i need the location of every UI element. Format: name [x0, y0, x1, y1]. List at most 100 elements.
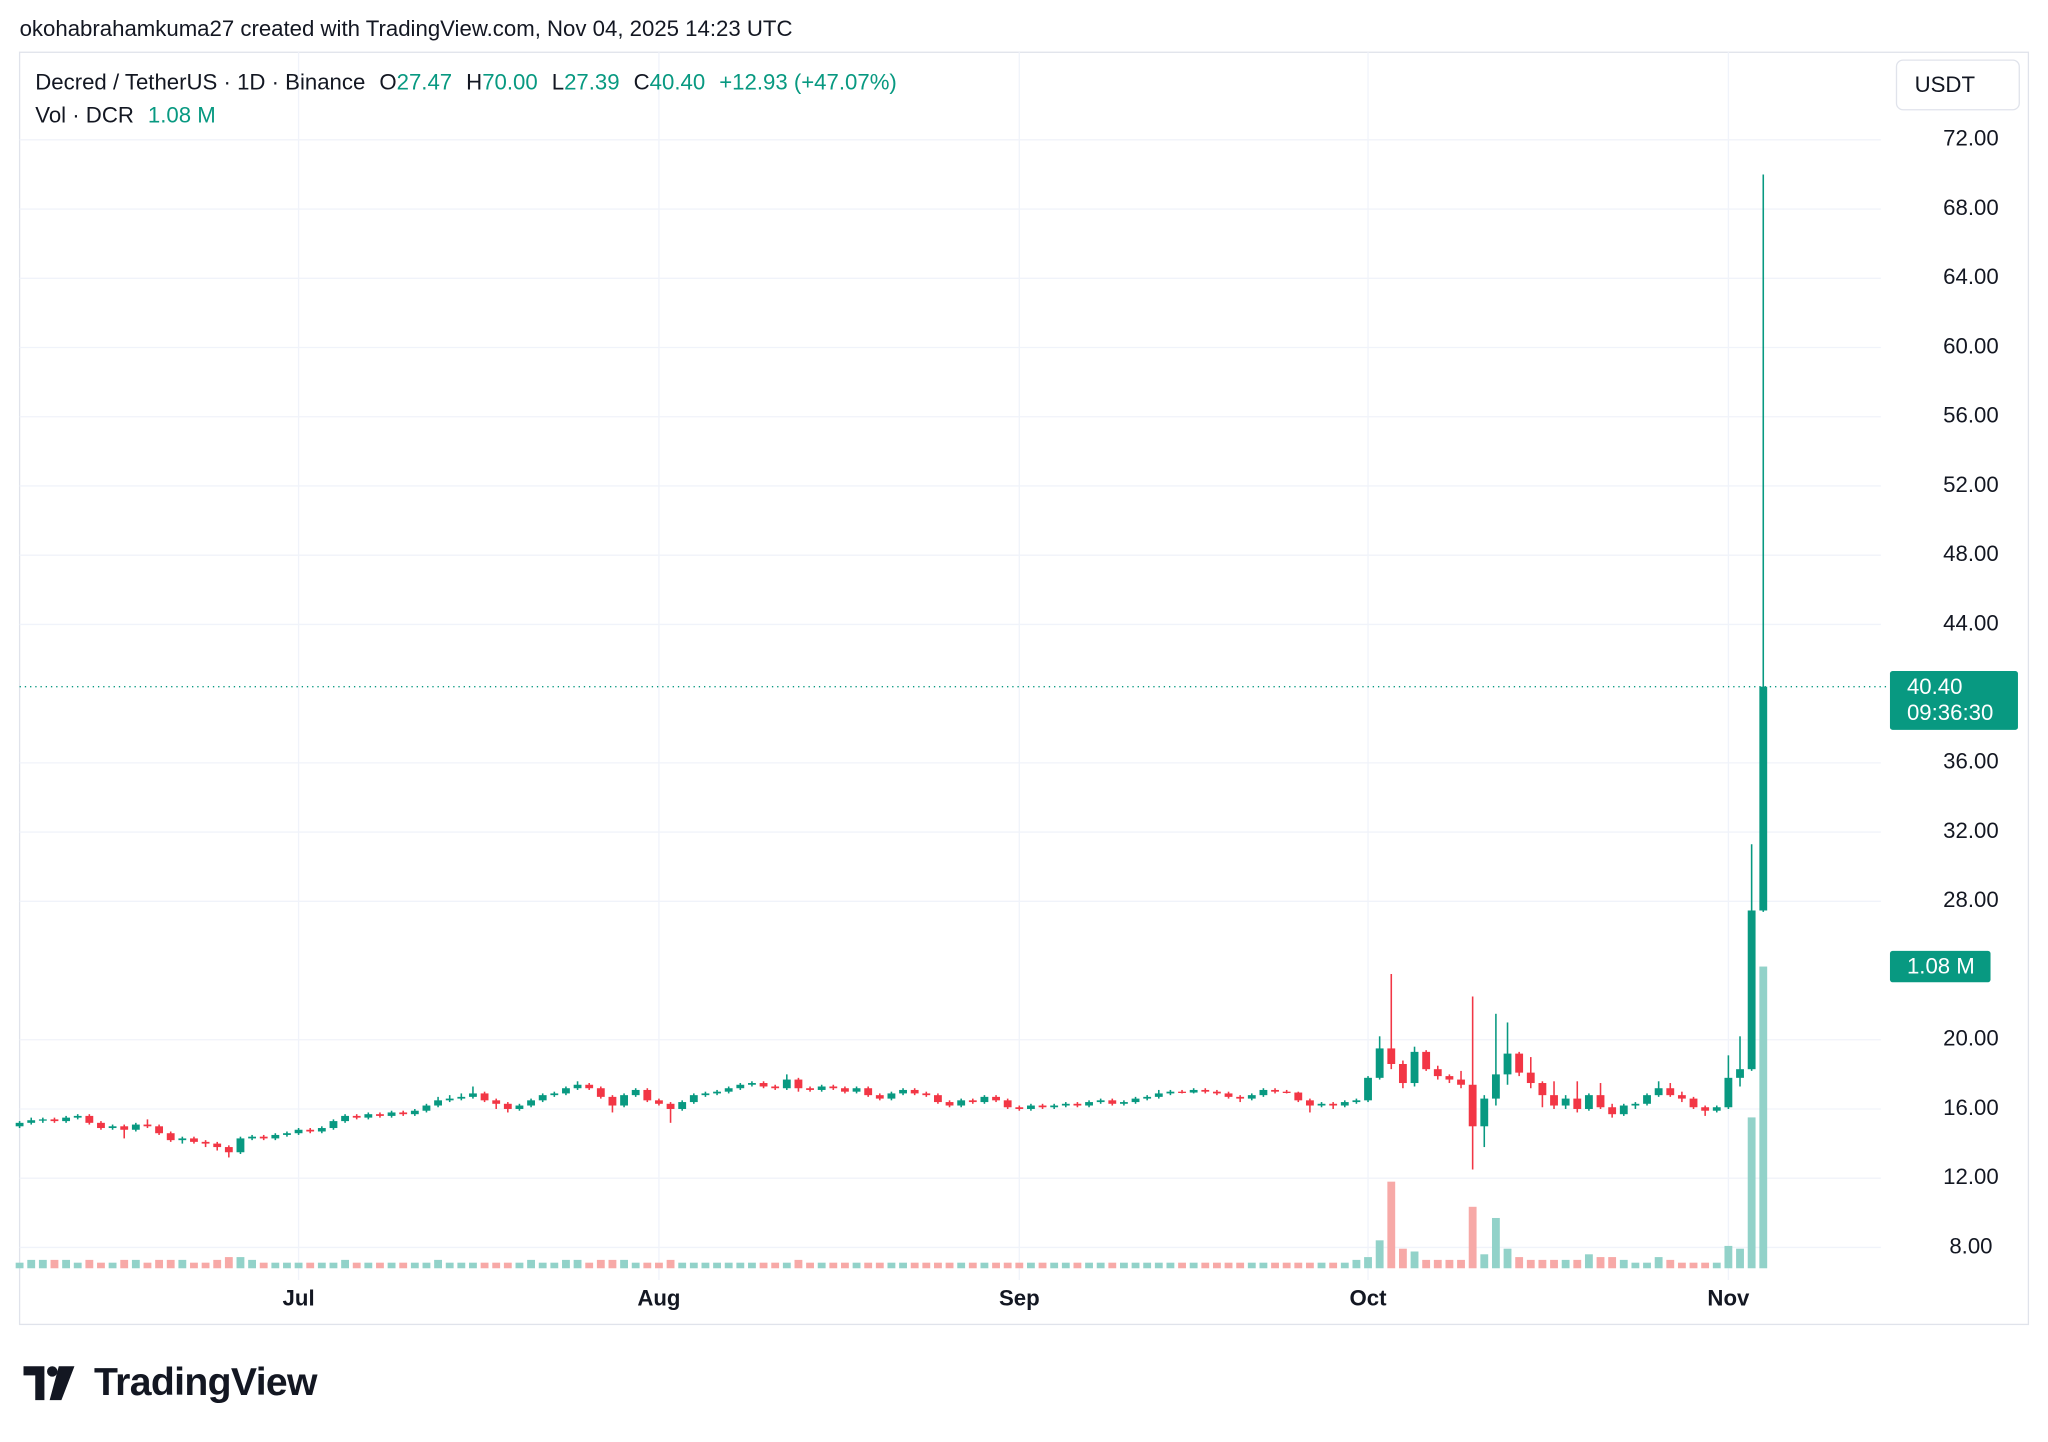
- volume-bar: [1468, 1206, 1477, 1269]
- candle-body: [306, 1129, 315, 1132]
- candle-body: [1154, 1093, 1163, 1097]
- volume-bar: [1317, 1262, 1326, 1269]
- volume-bar: [166, 1259, 175, 1269]
- candle-body: [271, 1134, 280, 1139]
- volume-bar: [538, 1262, 547, 1269]
- candle-body: [748, 1083, 756, 1085]
- ohlc-value: 27.47: [397, 69, 453, 94]
- y-tick-label: 28.00: [1943, 887, 1999, 912]
- y-tick-label: 68.00: [1943, 195, 1999, 220]
- volume-bar: [1457, 1259, 1465, 1269]
- candle-body: [1096, 1100, 1105, 1103]
- volume-bar: [259, 1262, 268, 1269]
- candle-body: [1120, 1102, 1128, 1104]
- volume-bar: [1712, 1262, 1721, 1269]
- volume-bar: [1480, 1254, 1489, 1269]
- volume-bar: [1701, 1262, 1710, 1269]
- candle-body: [329, 1121, 338, 1129]
- volume-bar: [794, 1259, 803, 1269]
- candle-body: [1201, 1089, 1210, 1092]
- candle-body: [1445, 1076, 1454, 1080]
- candle-body: [1561, 1098, 1570, 1106]
- volume-bar: [864, 1262, 873, 1269]
- candle-body: [399, 1112, 408, 1115]
- candle-body: [910, 1089, 919, 1094]
- y-tick-label: 72.00: [1943, 126, 1999, 151]
- volume-bar: [248, 1259, 256, 1269]
- currency-box[interactable]: [1895, 59, 2020, 111]
- volume-bar: [283, 1262, 291, 1269]
- candle-body: [759, 1083, 768, 1087]
- volume-bar: [1747, 1117, 1756, 1269]
- volume-bar: [178, 1259, 187, 1269]
- volume-bar: [1724, 1245, 1733, 1269]
- candle-body: [131, 1124, 140, 1130]
- candle-body: [410, 1110, 419, 1115]
- candle-body: [62, 1117, 71, 1122]
- volume-bar: [550, 1262, 559, 1269]
- volume-bar: [585, 1262, 594, 1269]
- volume-bar: [410, 1262, 419, 1269]
- candle-body: [666, 1103, 675, 1109]
- volume-bar: [1619, 1259, 1628, 1269]
- ohlc-key: L: [552, 69, 564, 94]
- candle-body: [1085, 1102, 1093, 1106]
- candle-body: [562, 1088, 570, 1094]
- volume-bar: [271, 1262, 280, 1269]
- candle-body: [97, 1122, 105, 1129]
- volume-bar: [434, 1259, 442, 1269]
- legend-line: Decred / TetherUS · 1D · Binance O27.47 …: [35, 69, 897, 94]
- chart-frame: [18, 51, 2030, 1326]
- candle-body: [50, 1119, 59, 1122]
- candle-body: [1596, 1095, 1605, 1108]
- volume-bar: [1759, 966, 1768, 1269]
- candle-body: [1340, 1102, 1349, 1106]
- volume-bar: [457, 1262, 466, 1269]
- candle-body: [794, 1079, 803, 1089]
- candle-body: [469, 1093, 477, 1097]
- candle-body: [364, 1114, 373, 1118]
- volume-bar: [1154, 1262, 1163, 1269]
- volume-bar: [143, 1262, 152, 1269]
- candle-body: [957, 1100, 966, 1106]
- volume-bar: [1212, 1262, 1221, 1269]
- volume-bar: [899, 1262, 907, 1269]
- candle-body: [829, 1086, 838, 1089]
- candle-body: [1410, 1051, 1419, 1084]
- candle-body: [1747, 910, 1756, 1070]
- candle-body: [422, 1105, 431, 1111]
- candle-body: [190, 1138, 198, 1142]
- volume-bar: [155, 1259, 164, 1269]
- volume-bar: [1410, 1251, 1419, 1269]
- candle-body: [1503, 1053, 1512, 1075]
- y-tick-label: 64.00: [1943, 264, 1999, 289]
- volume-bar: [782, 1262, 791, 1269]
- currency[interactable]: USDT: [1915, 72, 1976, 97]
- volume-bar: [73, 1262, 82, 1269]
- logo-shape: [23, 1366, 45, 1401]
- volume-bar: [1584, 1254, 1593, 1269]
- volume-bar: [317, 1262, 326, 1269]
- ohlc-value: 40.40: [650, 69, 706, 94]
- volume-bar: [1573, 1259, 1582, 1269]
- volume-bar: [445, 1262, 454, 1269]
- candle-body: [1654, 1088, 1663, 1096]
- y-tick-label: 8.00: [1949, 1233, 1992, 1258]
- candle-body: [643, 1089, 652, 1101]
- candle-body: [852, 1088, 861, 1092]
- volume-bar: [1201, 1262, 1210, 1269]
- volume-bar: [945, 1262, 954, 1269]
- candle-body: [155, 1126, 164, 1134]
- candle-body: [1689, 1098, 1698, 1108]
- volume-bar: [1178, 1262, 1186, 1269]
- candle-body: [236, 1138, 245, 1153]
- candle-body: [1584, 1095, 1593, 1109]
- volume-bar: [1050, 1262, 1059, 1269]
- volume-bar: [213, 1259, 222, 1269]
- volume-bar: [492, 1262, 501, 1269]
- volume-bar: [1015, 1262, 1024, 1269]
- candle-body: [1515, 1053, 1524, 1073]
- volume-bar: [201, 1262, 210, 1269]
- volume-bar: [980, 1262, 989, 1269]
- candles: [15, 174, 1768, 1170]
